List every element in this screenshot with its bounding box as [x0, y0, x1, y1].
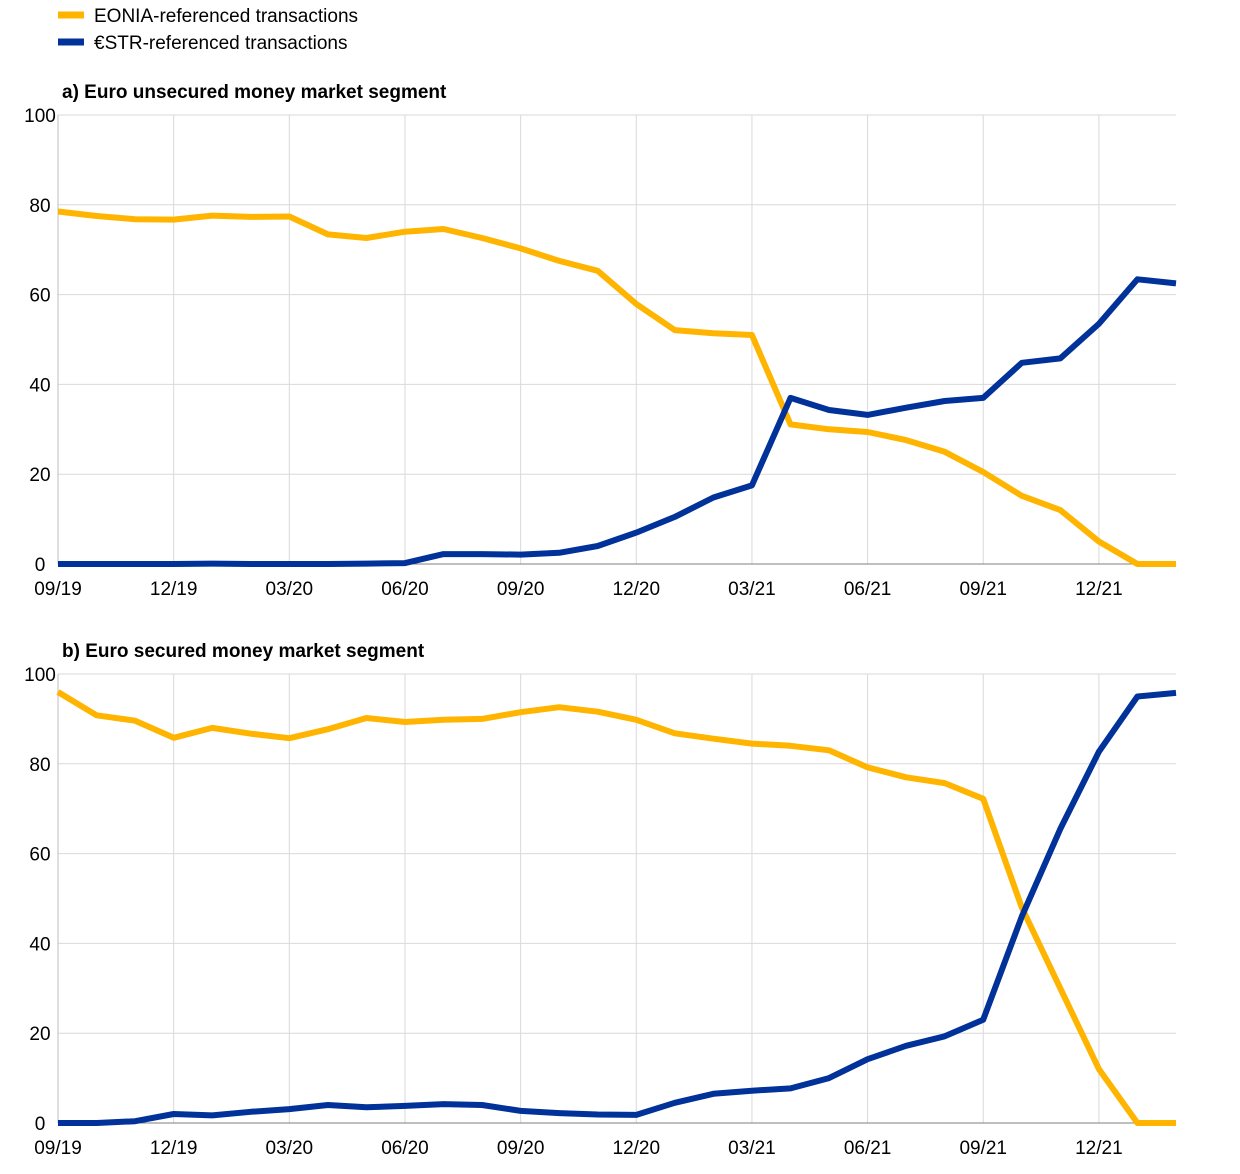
y-tick-label: 80: [29, 755, 50, 776]
x-tick-label: 06/21: [844, 1138, 892, 1159]
x-tick-label: 06/21: [844, 579, 892, 600]
x-tick-label: 09/20: [497, 1138, 545, 1159]
y-tick-label: 20: [29, 465, 50, 486]
x-tick-label: 03/21: [728, 579, 776, 600]
x-tick-label: 09/19: [34, 579, 82, 600]
y-tick-label: 40: [29, 934, 50, 955]
y-tick-label: 100: [24, 665, 56, 686]
legend-label-0: EONIA-referenced transactions: [94, 6, 358, 27]
panel-title: a) Euro unsecured money market segment: [62, 82, 447, 103]
x-tick-label: 12/21: [1075, 579, 1123, 600]
legend-label-1: €STR-referenced transactions: [94, 33, 347, 54]
x-tick-label: 12/21: [1075, 1138, 1123, 1159]
x-tick-label: 12/20: [613, 579, 661, 600]
x-tick-label: 03/20: [266, 579, 314, 600]
x-tick-label: 03/20: [266, 1138, 314, 1159]
y-tick-label: 20: [29, 1024, 50, 1045]
x-tick-label: 12/20: [613, 1138, 661, 1159]
series-line-eonia: [58, 692, 1176, 1123]
x-tick-label: 12/19: [150, 1138, 198, 1159]
x-tick-label: 09/21: [959, 1138, 1007, 1159]
x-tick-label: 09/20: [497, 579, 545, 600]
y-tick-label: 60: [29, 286, 50, 307]
series-line-eonia: [58, 212, 1176, 565]
x-tick-label: 06/20: [381, 579, 429, 600]
y-tick-label: 80: [29, 196, 50, 217]
y-tick-label: 0: [35, 555, 46, 576]
x-tick-label: 03/21: [728, 1138, 776, 1159]
x-tick-label: 09/21: [959, 579, 1007, 600]
y-tick-label: 40: [29, 375, 50, 396]
x-tick-label: 09/19: [34, 1138, 82, 1159]
x-tick-label: 12/19: [150, 579, 198, 600]
y-tick-label: 0: [35, 1114, 46, 1135]
y-tick-label: 60: [29, 845, 50, 866]
panel-unsecured: a) Euro unsecured money market segment 0 2…: [24, 82, 1176, 600]
legend: EONIA-referenced transactions €STR-refere…: [58, 6, 358, 54]
panel-secured: b) Euro secured money market segment 0 20 4…: [24, 641, 1176, 1159]
series-line-estr: [58, 279, 1176, 564]
panel-title: b) Euro secured money market segment: [62, 641, 425, 662]
y-tick-label: 100: [24, 106, 56, 127]
x-tick-label: 06/20: [381, 1138, 429, 1159]
series-line-estr: [58, 693, 1176, 1123]
